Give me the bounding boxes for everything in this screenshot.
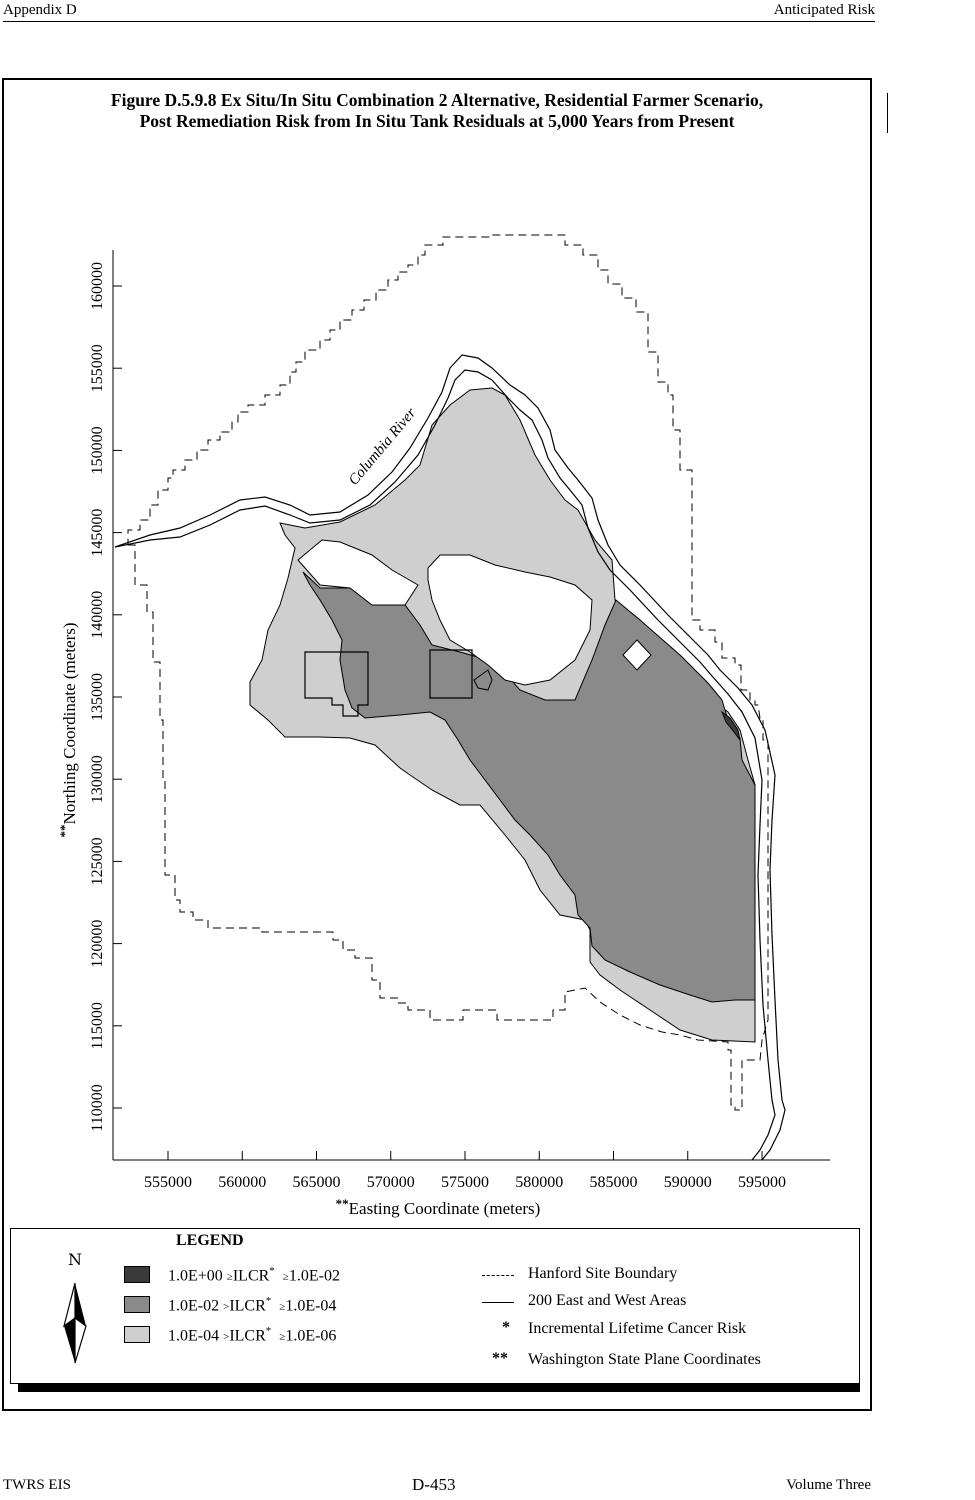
y-tick-label: 140000 <box>89 591 106 639</box>
y-axis-label-text: Northing Coordinate (meters) <box>60 622 79 824</box>
columbia-river-bank-south <box>114 369 776 1161</box>
legend-class-star: * <box>265 1325 272 1337</box>
legend-class-star: * <box>265 1295 272 1307</box>
x-tick-label: 585000 <box>590 1174 638 1191</box>
legend-class-term: ILCR <box>229 1297 266 1315</box>
x-tick-label: 570000 <box>367 1174 415 1191</box>
footer-right: Volume Three <box>786 1477 871 1493</box>
x-tick-label: 565000 <box>293 1174 341 1191</box>
legend-swatch-dark <box>124 1266 150 1283</box>
y-tick-label: 150000 <box>89 426 106 474</box>
x-tick-group: 555000 560000 565000 570000 575000 580000 5850… <box>144 1151 786 1191</box>
y-tick-group: 110000 115000 120000 125000 130000 135000 1400… <box>89 262 122 1132</box>
legend-class-star: * <box>269 1265 275 1277</box>
x-tick-label: 580000 <box>515 1174 563 1191</box>
columbia-river-bank-north <box>114 354 786 1161</box>
legend-class-lower: 1.0E-06 <box>285 1327 337 1345</box>
y-tick-label: 125000 <box>89 837 106 885</box>
legend-class-op: ≥ <box>279 1331 286 1344</box>
area-200-east <box>429 649 473 699</box>
legend-class-term: ILCR <box>232 1267 270 1285</box>
excluded-area-east <box>427 554 593 686</box>
area-200-east-annex <box>473 669 493 691</box>
figure-title: Figure D.5.9.8 Ex Situ/In Situ Combinati… <box>2 90 872 132</box>
legend-class-term: ILCR <box>229 1327 266 1345</box>
north-symbol: N <box>68 1250 82 1269</box>
figure-title-line1: Figure D.5.9.8 Ex Situ/In Situ Combinati… <box>110 90 764 110</box>
header-left: Appendix D <box>3 2 77 18</box>
legend-class-upper: 1.0E-02 <box>168 1297 220 1315</box>
x-tick-label: 555000 <box>144 1174 192 1191</box>
risk-zone-dark <box>720 710 741 741</box>
legend-class-op: ≥ <box>282 1271 289 1284</box>
legend-boundary-line <box>482 1275 514 1276</box>
x-axis-label-text: Easting Coordinate (meters) <box>349 1199 541 1218</box>
legend-class-lower: 1.0E-04 <box>285 1297 337 1315</box>
y-axis-label-prefix: ** <box>57 825 72 838</box>
legend-areas-label: 200 East and West Areas <box>528 1292 687 1309</box>
legend-title: LEGEND <box>176 1232 244 1249</box>
x-tick-label: 560000 <box>218 1174 266 1191</box>
legend-class-dark: 1.0E+00 ≥ILCR* ≥1.0E-02 <box>168 1265 340 1285</box>
x-tick-label: 575000 <box>441 1174 489 1191</box>
y-tick-label: 110000 <box>89 1084 106 1131</box>
header-right: Anticipated Risk <box>773 2 875 18</box>
figure-frame <box>2 78 872 1411</box>
legend-areas-line <box>482 1302 514 1303</box>
y-tick-label: 120000 <box>89 920 106 968</box>
legend-swatch-light <box>124 1326 150 1343</box>
legend-class-op: ≥ <box>226 1271 233 1284</box>
legend-star2-label: Washington State Plane Coordinates <box>528 1351 761 1368</box>
y-tick-label: 130000 <box>89 755 106 803</box>
figure-title-line2: Post Remediation Risk from In Situ Tank … <box>139 111 735 131</box>
legend-class-lower: 1.0E-02 <box>288 1267 340 1285</box>
header-rule <box>3 21 875 22</box>
footer-left: TWRS EIS <box>3 1477 71 1493</box>
y-tick-label: 160000 <box>89 262 106 310</box>
y-tick-label: 115000 <box>89 1002 106 1049</box>
x-tick-label: 595000 <box>738 1174 786 1191</box>
y-tick-label: 155000 <box>89 344 106 392</box>
footer-page-number: D-453 <box>412 1475 456 1494</box>
legend-class-op: ≥ <box>279 1301 286 1314</box>
legend-class-op: > <box>223 1301 230 1314</box>
legend-star1-label: Incremental Lifetime Cancer Risk <box>528 1320 747 1337</box>
legend-box <box>10 1228 860 1384</box>
area-200-west <box>304 651 369 717</box>
hanford-site-boundary <box>127 234 769 1111</box>
x-axis-label: **Easting Coordinate (meters) <box>336 1196 541 1218</box>
legend-class-op: > <box>223 1331 230 1344</box>
legend-boundary-label: Hanford Site Boundary <box>528 1265 678 1282</box>
change-bar <box>887 93 888 133</box>
x-tick-label: 590000 <box>664 1174 712 1191</box>
y-axis-label: **Northing Coordinate (meters) <box>57 622 79 837</box>
legend-class-upper: 1.0E-04 <box>168 1327 220 1345</box>
excluded-area-diamond <box>622 639 652 671</box>
x-axis-label-prefix: ** <box>336 1196 349 1211</box>
north-arrow-icon: N <box>63 1250 87 1364</box>
legend-class-light: 1.0E-04 >ILCR* ≥1.0E-06 <box>168 1325 336 1345</box>
legend-class-medium: 1.0E-02 >ILCR* ≥1.0E-04 <box>168 1295 336 1315</box>
y-tick-label: 135000 <box>89 673 106 721</box>
excluded-area-west <box>297 539 419 606</box>
legend-swatch-medium <box>124 1296 150 1313</box>
legend-star2-symbol: ** <box>492 1350 508 1367</box>
legend-star1-symbol: * <box>502 1319 510 1336</box>
legend-class-upper: 1.0E+00 <box>168 1267 223 1285</box>
y-tick-label: 145000 <box>89 509 106 557</box>
